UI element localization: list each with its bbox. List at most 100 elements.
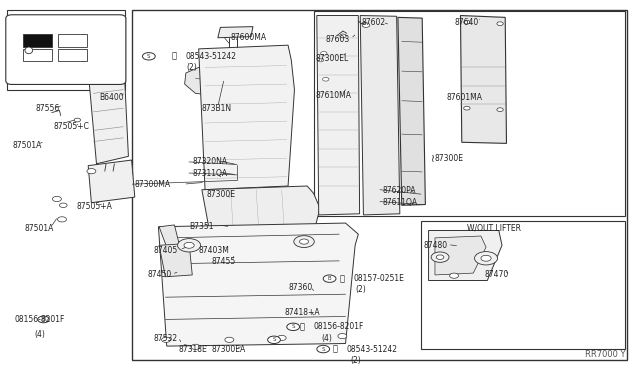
Text: 08157-0251E: 08157-0251E bbox=[353, 274, 404, 283]
Ellipse shape bbox=[25, 47, 33, 54]
Text: 87300EL: 87300EL bbox=[316, 54, 349, 62]
Polygon shape bbox=[100, 49, 122, 67]
Polygon shape bbox=[88, 160, 135, 203]
Bar bbox=[314, 11, 625, 216]
Text: (4): (4) bbox=[321, 334, 332, 343]
Text: S: S bbox=[272, 337, 276, 342]
Polygon shape bbox=[198, 45, 294, 190]
Circle shape bbox=[52, 196, 61, 202]
Circle shape bbox=[450, 273, 459, 278]
Circle shape bbox=[38, 316, 49, 323]
Text: ~: ~ bbox=[429, 152, 438, 161]
Text: 08543-51242: 08543-51242 bbox=[347, 344, 398, 353]
Text: 87300EA: 87300EA bbox=[211, 345, 246, 354]
Text: 87505+C: 87505+C bbox=[53, 122, 89, 131]
Circle shape bbox=[362, 23, 370, 28]
Text: Ⓑ: Ⓑ bbox=[339, 274, 344, 283]
Circle shape bbox=[177, 238, 200, 252]
Polygon shape bbox=[461, 16, 506, 143]
Text: Ⓢ: Ⓢ bbox=[300, 322, 305, 331]
Text: 08156-8201F: 08156-8201F bbox=[314, 322, 364, 331]
Circle shape bbox=[317, 58, 324, 62]
Text: B6400: B6400 bbox=[100, 93, 124, 102]
Bar bbox=[132, 10, 627, 360]
Polygon shape bbox=[159, 223, 358, 346]
Polygon shape bbox=[202, 186, 320, 241]
Text: (4): (4) bbox=[34, 330, 45, 339]
Polygon shape bbox=[317, 16, 360, 215]
Text: 87300E: 87300E bbox=[206, 190, 236, 199]
Circle shape bbox=[58, 217, 67, 222]
Text: B: B bbox=[328, 276, 332, 281]
Text: (2): (2) bbox=[355, 285, 366, 294]
Text: 87501A: 87501A bbox=[12, 141, 42, 150]
Text: 87505+A: 87505+A bbox=[76, 202, 112, 211]
Polygon shape bbox=[398, 17, 426, 205]
Circle shape bbox=[294, 235, 314, 247]
Text: 87418+A: 87418+A bbox=[285, 308, 321, 317]
Bar bbox=[7, 10, 125, 90]
Text: (2): (2) bbox=[351, 356, 362, 365]
Text: 87455: 87455 bbox=[211, 257, 236, 266]
Circle shape bbox=[162, 337, 171, 342]
FancyBboxPatch shape bbox=[6, 15, 126, 84]
Polygon shape bbox=[360, 16, 400, 215]
Polygon shape bbox=[429, 231, 502, 280]
Circle shape bbox=[287, 323, 300, 331]
Text: S: S bbox=[147, 54, 150, 59]
Text: 87610MA: 87610MA bbox=[316, 91, 351, 100]
Text: 87600MA: 87600MA bbox=[230, 33, 267, 42]
Text: W/OUT LIFTER: W/OUT LIFTER bbox=[467, 223, 521, 232]
Text: RR7000 Y: RR7000 Y bbox=[585, 350, 625, 359]
Circle shape bbox=[464, 20, 470, 24]
Text: 87602: 87602 bbox=[362, 19, 386, 28]
Circle shape bbox=[87, 169, 96, 174]
Polygon shape bbox=[435, 236, 486, 275]
Circle shape bbox=[474, 251, 497, 265]
Text: B7351: B7351 bbox=[189, 222, 214, 231]
Circle shape bbox=[74, 118, 81, 122]
Text: (2): (2) bbox=[186, 63, 196, 72]
Polygon shape bbox=[88, 64, 129, 164]
Text: 87300MA: 87300MA bbox=[135, 180, 171, 189]
Circle shape bbox=[191, 344, 200, 349]
Circle shape bbox=[323, 275, 336, 282]
Text: 87450: 87450 bbox=[148, 270, 172, 279]
Text: 87501A: 87501A bbox=[25, 224, 54, 233]
Bar bbox=[58, 49, 87, 61]
Text: 87556: 87556 bbox=[36, 104, 60, 113]
Text: B: B bbox=[42, 317, 45, 322]
Circle shape bbox=[497, 22, 503, 26]
Text: 87620PA: 87620PA bbox=[383, 186, 416, 195]
Text: 87480: 87480 bbox=[424, 241, 447, 250]
Text: 87320NA: 87320NA bbox=[192, 157, 227, 166]
Circle shape bbox=[497, 108, 503, 112]
Circle shape bbox=[300, 239, 308, 244]
Circle shape bbox=[317, 345, 330, 353]
Circle shape bbox=[431, 252, 449, 262]
Circle shape bbox=[481, 255, 491, 261]
Polygon shape bbox=[159, 243, 192, 277]
Text: 87640: 87640 bbox=[454, 19, 478, 28]
Text: 87611QA: 87611QA bbox=[383, 198, 418, 207]
Text: Ⓢ: Ⓢ bbox=[333, 344, 338, 353]
Text: 87405: 87405 bbox=[154, 246, 178, 255]
Text: 87532: 87532 bbox=[154, 334, 178, 343]
Circle shape bbox=[184, 242, 194, 248]
Bar bbox=[23, 34, 52, 47]
Circle shape bbox=[338, 334, 347, 339]
Circle shape bbox=[436, 255, 444, 259]
Text: 87318E: 87318E bbox=[178, 345, 207, 354]
Polygon shape bbox=[218, 27, 253, 38]
Circle shape bbox=[143, 52, 156, 60]
Text: 08543-51242: 08543-51242 bbox=[186, 52, 237, 61]
Circle shape bbox=[321, 51, 327, 55]
Circle shape bbox=[323, 77, 329, 81]
Polygon shape bbox=[159, 225, 179, 247]
Bar bbox=[58, 34, 87, 47]
Circle shape bbox=[464, 106, 470, 110]
Text: S: S bbox=[321, 347, 325, 352]
Text: 87311QA: 87311QA bbox=[192, 169, 227, 177]
Text: 87360: 87360 bbox=[288, 283, 312, 292]
Circle shape bbox=[340, 34, 346, 38]
